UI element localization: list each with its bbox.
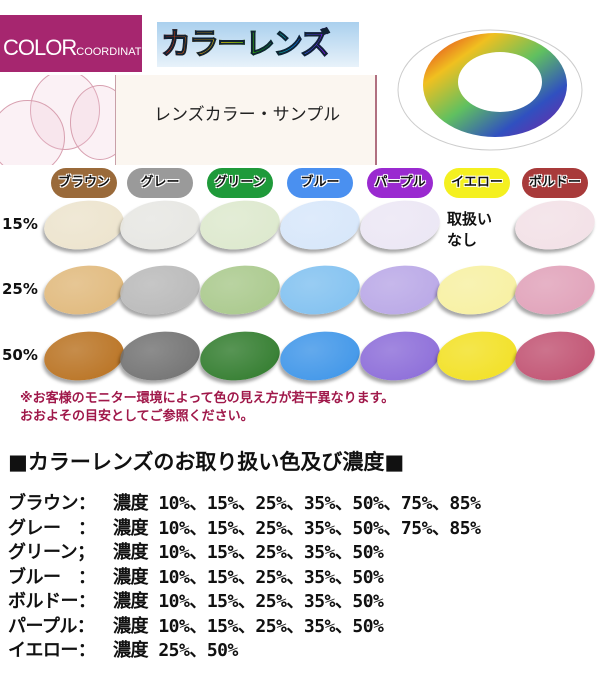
color-chip: イエロー bbox=[444, 168, 510, 198]
lens-sample bbox=[434, 326, 520, 386]
not-available-line: なし bbox=[447, 231, 478, 249]
banner-title-text: カラーレンズ bbox=[160, 27, 330, 63]
density-values: 濃度 10%、15%、25%、35%、50%、75%、85% bbox=[113, 493, 481, 514]
decorative-circles bbox=[0, 75, 115, 165]
color-name: ブルー ： bbox=[8, 566, 96, 588]
color-name: グリーン； bbox=[8, 542, 95, 563]
color-name: パープル： bbox=[8, 615, 95, 637]
section-heading: ■カラーレンズのお取り扱い色及び濃度■ bbox=[8, 450, 405, 474]
notice-line: ※お客様のモニター環境によって色の見え方が若干異なります。 bbox=[20, 391, 395, 406]
lens-sample bbox=[197, 195, 283, 255]
lens-sample bbox=[41, 195, 127, 255]
sample-title-box: レンズカラー・サンプル bbox=[115, 75, 377, 165]
lens-sample bbox=[512, 326, 598, 386]
lens-sample bbox=[277, 195, 363, 255]
color-chip: ブラウン bbox=[51, 168, 117, 198]
color-coordinate-logo: COLORCOORDINATE bbox=[0, 15, 149, 72]
density-values: 濃度 10%、15%、25%、35%、50% bbox=[113, 615, 384, 637]
color-chip: グリーン bbox=[207, 168, 273, 198]
color-name: グレー ： bbox=[8, 517, 96, 539]
density-list-item: グレー ： 濃度 10%、15%、25%、35%、50%、75%、85% bbox=[8, 517, 481, 542]
density-list-item: ブラウン： 濃度 10%、15%、25%、35%、50%、75%、85% bbox=[8, 492, 481, 517]
banner-title: カラーレンズ bbox=[157, 22, 359, 67]
lens-sample bbox=[117, 195, 203, 255]
color-chip: ボルドー bbox=[522, 168, 588, 198]
lens-sample bbox=[277, 326, 363, 386]
not-available-line: 取扱い bbox=[447, 210, 493, 228]
lens-sample bbox=[357, 195, 443, 255]
color-name: イエロー： bbox=[8, 640, 96, 661]
logo-text: COLOR bbox=[3, 35, 77, 60]
density-list-item: ブルー ： 濃度 10%、15%、25%、35%、50% bbox=[8, 566, 480, 591]
lens-sample bbox=[41, 326, 127, 386]
lens-sample bbox=[357, 260, 443, 320]
density-label: 15% bbox=[2, 215, 38, 233]
lens-sample bbox=[512, 260, 598, 320]
density-values: 濃度 25%、50% bbox=[113, 640, 238, 661]
lens-sample bbox=[117, 260, 203, 320]
density-list-item: ボルドー： 濃度 10%、15%、25%、35%、50% bbox=[8, 590, 480, 615]
color-name: ブラウン： bbox=[8, 493, 96, 514]
density-label: 25% bbox=[2, 280, 38, 298]
density-list: ブラウン： 濃度 10%、15%、25%、35%、50%、75%、85% グレー ：… bbox=[8, 492, 481, 664]
color-name: ボルドー： bbox=[8, 591, 96, 612]
lens-sample bbox=[357, 326, 443, 386]
lens-sample bbox=[277, 260, 363, 320]
color-chip: パープル bbox=[367, 168, 433, 198]
density-values: 濃度 10%、15%、25%、35%、50% bbox=[113, 591, 384, 612]
not-available-label: 取扱い なし bbox=[447, 209, 492, 251]
lens-sample bbox=[197, 260, 283, 320]
lens-sample bbox=[434, 260, 520, 320]
density-label: 50% bbox=[2, 346, 38, 364]
lens-sample bbox=[41, 260, 127, 320]
density-values: 濃度 10%、15%、25%、35%、50% bbox=[113, 542, 384, 563]
color-chip: ブルー bbox=[287, 168, 353, 198]
color-wheel-image bbox=[397, 29, 583, 151]
notice-line: おおよその目安としてご参照ください。 bbox=[20, 409, 254, 424]
logo-subtext: COORDINATE bbox=[76, 46, 149, 58]
density-values: 濃度 10%、15%、25%、35%、50%、75%、85% bbox=[113, 517, 481, 539]
lens-sample bbox=[512, 195, 598, 255]
monitor-notice: ※お客様のモニター環境によって色の見え方が若干異なります。 おおよその目安としてご… bbox=[20, 390, 394, 426]
density-values: 濃度 10%、15%、25%、35%、50% bbox=[113, 566, 384, 588]
color-chip: グレー bbox=[127, 168, 193, 198]
density-list-item: イエロー： 濃度 25%、50% bbox=[8, 639, 480, 664]
density-list-item: パープル： 濃度 10%、15%、25%、35%、50% bbox=[8, 615, 480, 640]
lens-sample bbox=[197, 326, 283, 386]
density-list-item: グリーン； 濃度 10%、15%、25%、35%、50% bbox=[8, 541, 480, 566]
sample-title: レンズカラー・サンプル bbox=[154, 105, 341, 125]
lens-sample bbox=[117, 326, 203, 386]
